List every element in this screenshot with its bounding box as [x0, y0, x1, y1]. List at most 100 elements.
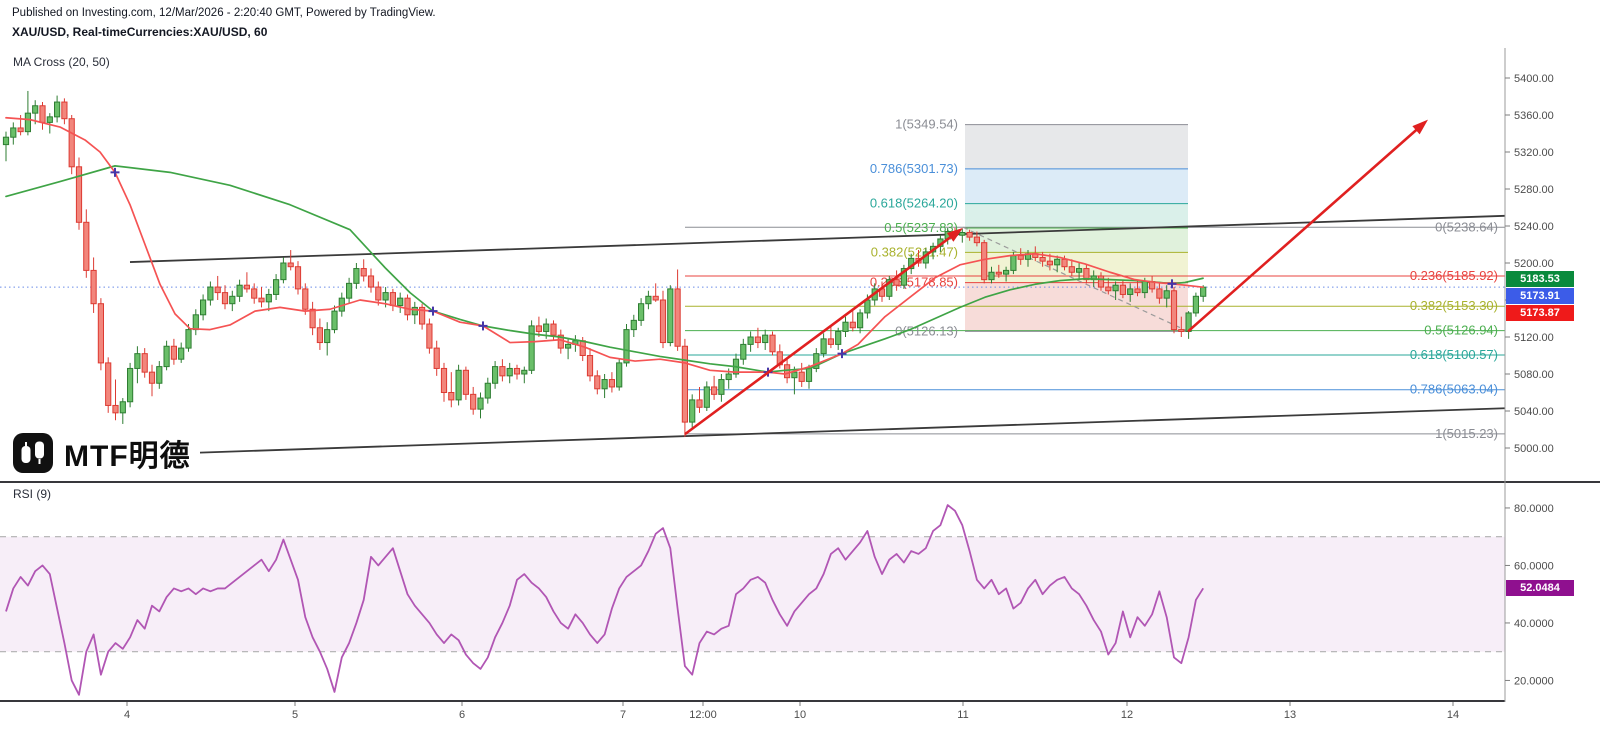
- candle: [718, 379, 725, 395]
- candle: [397, 297, 404, 307]
- price-tick-label: 5040.00: [1514, 406, 1554, 418]
- ma20-line: [5, 116, 1204, 375]
- candle: [791, 371, 798, 379]
- candle: [1112, 284, 1119, 292]
- candle: [1061, 258, 1068, 268]
- candle: [864, 299, 871, 314]
- candle: [805, 367, 813, 382]
- candle: [426, 323, 433, 349]
- candle: [440, 367, 448, 394]
- candle: [477, 397, 484, 410]
- candle: [608, 379, 615, 388]
- candle: [46, 116, 53, 123]
- rsi-line: [5, 504, 1204, 696]
- candle: [1054, 258, 1061, 266]
- time-tick-label: 12:00: [689, 709, 717, 721]
- ma20-value-badge: 5173.87: [1506, 305, 1574, 321]
- candle: [835, 330, 842, 345]
- candle: [696, 399, 703, 408]
- candle: [645, 295, 652, 305]
- candle: [324, 329, 331, 344]
- candle: [689, 399, 696, 423]
- candle: [747, 336, 754, 345]
- candle: [353, 268, 360, 284]
- candle: [200, 299, 207, 316]
- symbol-title: XAU/USD, Real-timeCurrencies:XAU/USD, 60: [12, 25, 268, 39]
- candle: [659, 299, 667, 344]
- time-tick-label: 7: [620, 709, 626, 721]
- trendline: [199, 407, 1506, 454]
- rsi-value-badge: 52.0484: [1506, 580, 1574, 596]
- candle: [54, 101, 61, 118]
- candle: [711, 386, 718, 395]
- candle: [1163, 290, 1170, 299]
- candle: [360, 268, 367, 277]
- candle: [1068, 266, 1075, 273]
- rsi-tick-label: 40.0000: [1514, 618, 1554, 630]
- candle: [1141, 281, 1148, 294]
- candle: [550, 323, 557, 336]
- candle: [740, 343, 747, 360]
- candle: [1083, 268, 1090, 281]
- price-tick-label: 5280.00: [1514, 184, 1554, 196]
- candle: [97, 303, 105, 364]
- candle: [214, 286, 221, 294]
- time-tick-label: 4: [124, 709, 130, 721]
- candle: [258, 297, 265, 303]
- rsi-tick-label: 60.0000: [1514, 560, 1554, 572]
- fib-retracement-label: 0.382(5153.30): [1410, 298, 1498, 313]
- candle: [521, 369, 528, 375]
- price-tick-label: 5000.00: [1514, 443, 1554, 455]
- candle: [762, 334, 769, 344]
- candle: [455, 369, 462, 401]
- trend-arrow-head: [946, 227, 963, 242]
- fib-retracement-label: 0(5238.64): [1435, 219, 1498, 234]
- candle: [769, 334, 776, 353]
- rsi-tick-label: 80.0000: [1514, 503, 1554, 515]
- candle: [411, 306, 418, 316]
- candle: [565, 343, 572, 349]
- fib-retracement-label: 1(5015.23): [1435, 426, 1498, 441]
- candle: [316, 327, 323, 344]
- candle: [83, 221, 90, 271]
- candle: [1119, 284, 1127, 295]
- candle: [681, 345, 688, 423]
- candle: [24, 112, 31, 133]
- fib-extension-label: 0.5(5237.83): [884, 220, 958, 235]
- candle: [857, 312, 864, 329]
- candle: [112, 404, 119, 414]
- candle: [798, 371, 805, 382]
- candle: [17, 127, 24, 133]
- candle: [616, 362, 623, 388]
- candle: [827, 338, 834, 345]
- candle: [156, 366, 163, 384]
- candle: [61, 101, 68, 120]
- candle: [842, 321, 849, 332]
- rsi-tick-label: 20.0000: [1514, 675, 1554, 687]
- trendline: [129, 214, 1506, 263]
- price-tick-label: 5080.00: [1514, 369, 1554, 381]
- candle: [404, 297, 411, 316]
- fib-extension-label: 0(5126.13): [895, 323, 958, 338]
- candle: [141, 353, 148, 373]
- candle: [389, 292, 396, 307]
- candle: [433, 347, 440, 369]
- candle: [221, 292, 229, 305]
- candle: [813, 353, 820, 369]
- candle: [2, 136, 10, 146]
- candle: [667, 288, 674, 344]
- candle: [192, 314, 199, 331]
- candle: [893, 279, 900, 286]
- candle: [973, 236, 980, 244]
- candle: [849, 321, 856, 329]
- candle: [178, 347, 185, 360]
- fib-extension-band: [965, 124, 1188, 169]
- candle: [163, 345, 170, 368]
- trend-arrow: [684, 232, 956, 436]
- fib-extension-label: 0.382(5211.47): [871, 244, 958, 259]
- candle: [90, 269, 97, 305]
- candle: [280, 262, 287, 281]
- candle: [1200, 286, 1207, 297]
- candle: [68, 118, 75, 168]
